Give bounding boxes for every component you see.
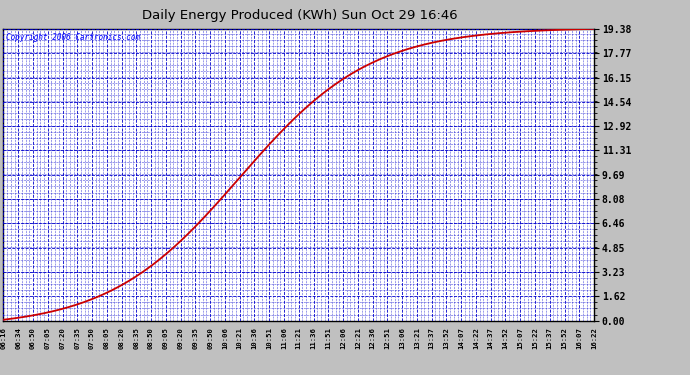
Text: Daily Energy Produced (KWh) Sun Oct 29 16:46: Daily Energy Produced (KWh) Sun Oct 29 1… [142, 9, 458, 22]
Text: Copyright 2006 Cartronics.com: Copyright 2006 Cartronics.com [6, 33, 141, 42]
